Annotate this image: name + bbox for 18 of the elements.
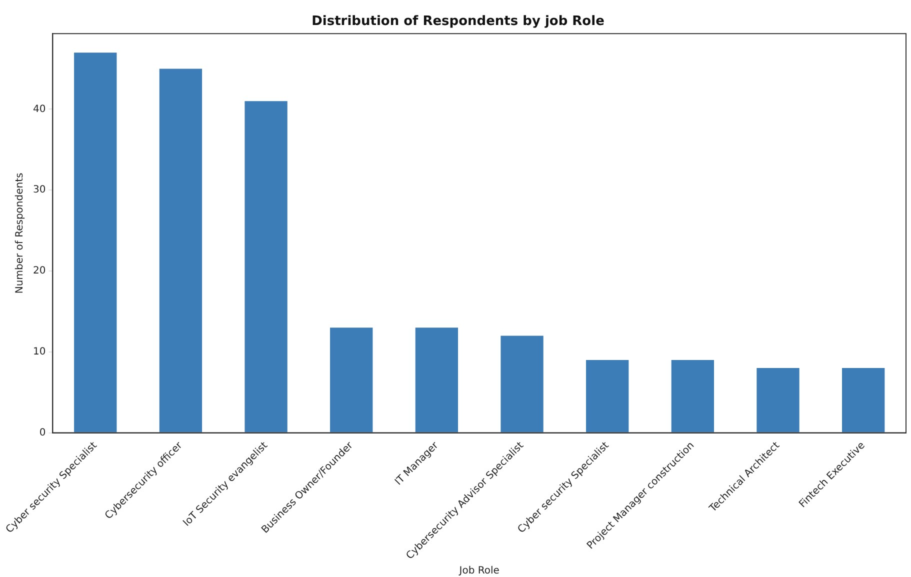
y-tick-label: 0 <box>39 427 46 438</box>
chart-title: Distribution of Respondents by job Role <box>312 14 605 30</box>
bar <box>244 101 288 432</box>
y-tick-label: 30 <box>32 184 46 196</box>
bar <box>671 360 714 432</box>
x-axis-title: Job Role <box>458 566 500 577</box>
y-tick-label: 20 <box>32 266 46 277</box>
bar <box>756 368 800 432</box>
y-tick-label: 10 <box>32 346 46 358</box>
bar <box>159 68 202 432</box>
bar <box>586 360 629 432</box>
bar <box>74 52 117 432</box>
bar <box>500 336 544 432</box>
bar <box>415 328 458 432</box>
bar <box>842 368 885 432</box>
y-axis-title: Number of Respondents <box>14 172 26 294</box>
y-tick-label: 40 <box>32 104 46 115</box>
bar <box>330 328 373 432</box>
